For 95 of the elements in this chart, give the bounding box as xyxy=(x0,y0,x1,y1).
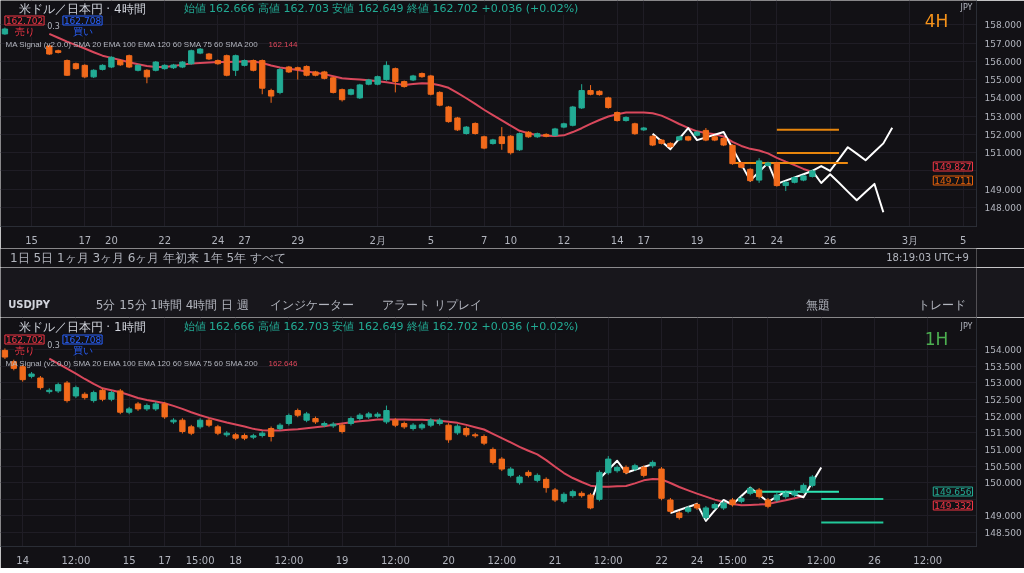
x-tick-label: 15:00 xyxy=(185,554,215,566)
x-tick-label: 14 xyxy=(610,234,624,246)
x-tick-label: 25 xyxy=(761,554,775,566)
y-tick-label: 153.000 xyxy=(984,111,1022,122)
x-tick-label: 24 xyxy=(770,234,784,246)
y-tick-label: 151.500 xyxy=(984,428,1022,439)
y-tick-label: 149.000 xyxy=(984,184,1022,195)
chart-title: 米ドル／日本円 · 1時間 xyxy=(18,319,146,334)
x-tick-label: 15 xyxy=(122,554,136,566)
y-tick-label: 153.000 xyxy=(984,378,1022,389)
annotation: 149.656 xyxy=(934,487,972,497)
annotation: 162.702 xyxy=(5,335,44,345)
x-tick-label: 12:00 xyxy=(487,554,517,566)
annotation: 149.827 xyxy=(934,162,972,172)
x-tick-label: 2月 xyxy=(369,234,386,246)
annotation: 149.332 xyxy=(934,501,972,511)
x-tick-label: 17 xyxy=(158,554,172,566)
x-tick-label: 15:00 xyxy=(718,554,747,566)
text: USDJPY xyxy=(8,299,51,310)
x-tick-label: 18 xyxy=(229,554,242,566)
y-tick-label: 151.000 xyxy=(984,148,1022,159)
y-tick-label: 154.000 xyxy=(984,345,1022,356)
x-tick-label: 15 xyxy=(25,234,38,246)
annotation: 買い xyxy=(72,26,93,37)
x-tick-label: 20 xyxy=(105,234,118,246)
x-tick-label: 20 xyxy=(442,554,455,566)
annotation: 162.702 xyxy=(5,16,44,26)
x-tick-label: 5 xyxy=(960,234,967,246)
annotation: JPY xyxy=(959,322,973,331)
annotation: MA Signal (v2.0.0) SMA 20 EMA 100 EMA 120 60 SMA 75 60 SMA 200 xyxy=(5,40,259,49)
x-tick-label: 22 xyxy=(158,234,172,246)
x-tick-label: 21 xyxy=(548,554,562,566)
y-tick-label: 148.000 xyxy=(984,203,1022,213)
annotation: 売り xyxy=(14,26,35,37)
annotation: 162.144 xyxy=(268,40,298,49)
annotation: 0.3 xyxy=(47,22,60,31)
annotation: 4H xyxy=(924,10,949,31)
x-tick-label: 17 xyxy=(78,234,92,246)
x-tick-label: 24 xyxy=(211,234,225,246)
x-tick-label: 22 xyxy=(655,554,668,566)
annotation: 1H xyxy=(924,328,949,349)
x-tick-label: 12:00 xyxy=(913,554,943,566)
x-tick-label: 19 xyxy=(690,234,704,246)
x-tick-label: 14 xyxy=(16,554,30,566)
annotation: JPY xyxy=(959,3,973,12)
text: インジケーター xyxy=(270,297,355,312)
annotation: 162.708 xyxy=(63,335,102,345)
x-tick-label: 12:00 xyxy=(274,554,304,566)
text: 18:19:03 UTC+9 xyxy=(886,252,969,263)
y-tick-label: 152.000 xyxy=(984,411,1022,422)
chart-subtitle: 始値 162.666 高値 162.703 安値 162.649 終値 162.702 +0.036 (+0.02%) xyxy=(183,2,579,15)
y-tick-label: 156.000 xyxy=(984,56,1022,67)
x-tick-label: 5 xyxy=(427,234,435,246)
annotation: 買い xyxy=(72,345,93,356)
x-tick-label: 12:00 xyxy=(61,554,91,566)
y-tick-label: 148.500 xyxy=(984,528,1022,539)
y-tick-label: 149.000 xyxy=(984,511,1022,522)
text: リプレイ xyxy=(434,297,483,312)
annotation: 149.711 xyxy=(934,176,972,186)
text: アラート xyxy=(381,297,430,312)
y-tick-label: 152.000 xyxy=(984,129,1022,140)
annotation: 売り xyxy=(14,345,35,356)
annotation: 162.646 xyxy=(268,359,298,368)
text: 5分 15分 1時間 4時間 日 週 xyxy=(95,297,250,312)
x-tick-label: 24 xyxy=(690,554,704,566)
x-tick-label: 12:00 xyxy=(380,554,410,566)
x-tick-label: 12:00 xyxy=(593,554,623,566)
y-tick-label: 154.000 xyxy=(984,93,1022,104)
chart-subtitle: 始値 162.666 高値 162.703 安値 162.649 終値 162.702 +0.036 (+0.02%) xyxy=(183,320,579,333)
x-tick-label: 3月 xyxy=(901,234,919,246)
y-tick-label: 150.500 xyxy=(984,461,1022,472)
y-tick-label: 157.000 xyxy=(984,38,1022,49)
x-tick-label: 29 xyxy=(291,234,305,246)
annotation: 162.708 xyxy=(63,16,102,26)
annotation: 0.3 xyxy=(47,341,60,350)
x-tick-label: 26 xyxy=(823,234,837,246)
y-tick-label: 152.500 xyxy=(984,395,1022,406)
x-tick-label: 26 xyxy=(868,554,881,566)
y-tick-label: 158.000 xyxy=(984,20,1022,31)
x-tick-label: 12 xyxy=(557,234,571,246)
x-tick-label: 12:00 xyxy=(806,554,836,566)
y-tick-label: 150.000 xyxy=(984,478,1022,489)
x-tick-label: 10 xyxy=(504,234,518,246)
text: 1日 5日 1ヶ月 3ヶ月 6ヶ月 年初来 1年 5年 すべて xyxy=(10,250,286,265)
x-tick-label: 7 xyxy=(480,234,488,246)
text: トレード xyxy=(918,297,967,312)
x-tick-label: 27 xyxy=(238,234,251,246)
x-tick-label: 19 xyxy=(335,554,349,566)
x-tick-label: 17 xyxy=(637,234,651,246)
y-tick-label: 151.000 xyxy=(984,444,1022,455)
x-tick-label: 21 xyxy=(743,234,757,246)
chart-title: 米ドル／日本円 · 4時間 xyxy=(18,1,146,16)
y-tick-label: 153.500 xyxy=(984,361,1022,372)
text: 無題 xyxy=(805,297,830,312)
y-tick-label: 155.000 xyxy=(984,75,1022,86)
